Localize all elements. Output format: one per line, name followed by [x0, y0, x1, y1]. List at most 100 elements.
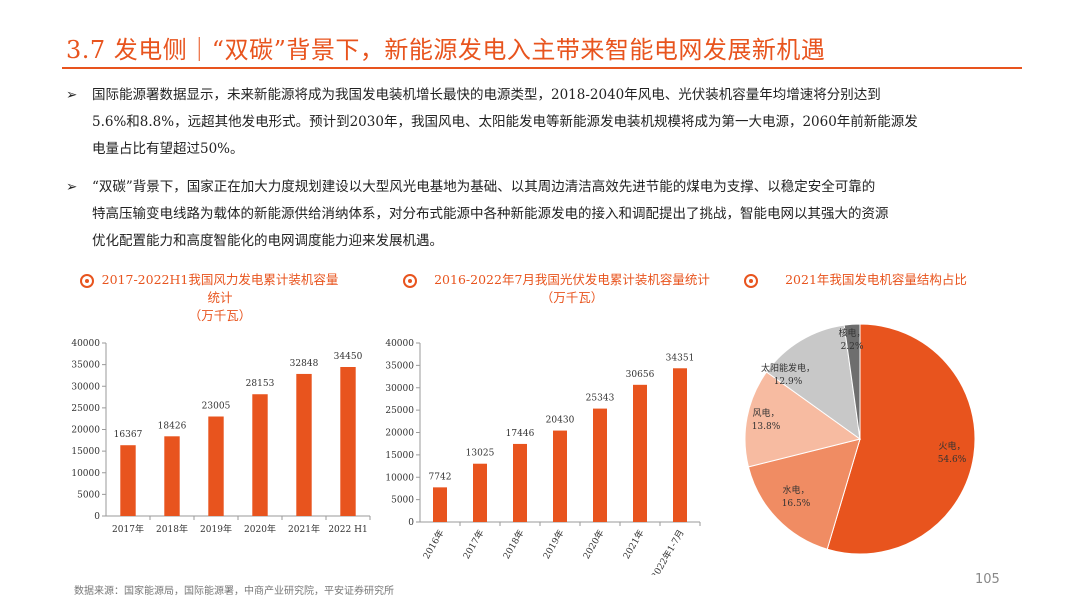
x-tick-label: 2017年: [112, 523, 144, 535]
y-tick-label: 15000: [385, 451, 414, 461]
x-tick-label: 2017年: [460, 528, 486, 562]
y-tick-label: 25000: [385, 406, 414, 416]
bullet-line: 5.6%和8.8%，远超其他发电形式。预计到2030年，我国风电、太阳能发电等新…: [92, 114, 918, 130]
target-icon: [403, 274, 417, 288]
x-tick-label: 2021年: [288, 523, 320, 535]
chart-unit: （万千瓦）: [540, 290, 604, 305]
bullet-text-1: 国际能源署数据显示，未来新能源将成为我国发电装机增长最快的电源类型，2018-2…: [92, 82, 1020, 163]
slice-name-label: 风电，: [752, 407, 779, 419]
slice-percent-label: 12.9%: [774, 377, 803, 387]
data-label: 20430: [546, 416, 575, 426]
bar: [164, 436, 180, 516]
data-label: 32848: [290, 359, 319, 369]
bullet-line: “双碳”背景下，国家正在加大力度规划建设以大型风光电基地为基础、以其周边清洁高效…: [92, 179, 876, 195]
y-tick-label: 5000: [391, 496, 414, 506]
chart-title-solar: 2016-2022年7月我国光伏发电累计装机容量统计 （万千瓦）: [422, 271, 722, 307]
data-label: 17446: [506, 429, 535, 439]
data-label: 25343: [586, 394, 615, 404]
bar: [473, 463, 487, 522]
title-underline: [62, 67, 1022, 69]
slice-name-label: 太阳能发电，: [761, 362, 815, 374]
arrow-bullet-icon: ➢: [66, 87, 78, 103]
bar: [208, 416, 224, 516]
pie-slice: [843, 323, 861, 440]
y-tick-label: 30000: [71, 382, 100, 392]
y-tick-label: 40000: [71, 339, 100, 349]
bullet-line: 国际能源署数据显示，未来新能源将成为我国发电装机增长最快的电源类型，2018-2…: [92, 87, 881, 103]
target-icon: [744, 274, 758, 288]
chart-title-text: 2021年我国发电机容量结构占比: [785, 272, 967, 287]
y-tick-label: 35000: [71, 361, 100, 371]
bar: [673, 368, 687, 522]
bar: [633, 384, 647, 522]
data-label: 16367: [114, 430, 143, 440]
slice-percent-label: 2.2%: [841, 342, 864, 352]
y-tick-label: 0: [408, 518, 414, 528]
chart-title-wind: 2017-2022H1我国风力发电累计装机容量统计 （万千瓦）: [100, 271, 340, 325]
data-source-note: 数据来源：国家能源局，国际能源署，中商产业研究院，平安证券研究所: [74, 586, 394, 597]
y-tick-label: 10000: [385, 473, 414, 483]
bar: [340, 367, 356, 516]
data-label: 23005: [202, 402, 231, 412]
x-tick-label: 2022年1-7月: [649, 528, 687, 576]
bar: [433, 487, 447, 522]
x-tick-label: 2021年: [620, 528, 646, 562]
slice-percent-label: 16.5%: [782, 499, 811, 509]
x-tick-label: 2018年: [500, 528, 526, 562]
bullet-line: 优化配置能力和高度智能化的电网调度能力迎来发展机遇。: [92, 233, 443, 249]
data-label: 7742: [429, 472, 452, 482]
x-tick-label: 2019年: [200, 523, 232, 535]
x-tick-label: 2020年: [244, 523, 276, 535]
bar: [296, 373, 312, 516]
bullet-text-2: “双碳”背景下，国家正在加大力度规划建设以大型风光电基地为基础、以其周边清洁高效…: [92, 174, 1020, 255]
pie-slice: [765, 324, 861, 441]
data-label: 30656: [626, 370, 655, 380]
target-icon: [80, 274, 94, 288]
chart-unit: （万千瓦）: [188, 308, 252, 323]
bar: [120, 445, 136, 516]
arrow-bullet-icon: ➢: [66, 179, 78, 195]
y-tick-label: 40000: [385, 339, 414, 349]
pie-slice: [826, 323, 976, 555]
data-label: 13025: [466, 449, 495, 459]
x-tick-label: 2022 H1: [328, 525, 367, 535]
y-tick-label: 20000: [385, 429, 414, 439]
generation-structure-pie-chart: 火电， 54.6% 水电， 16.5% 风电， 13.8% 太阳能发电， 12.9% 核电， 2.…: [744, 323, 976, 555]
data-label: 18426: [158, 421, 187, 431]
bar: [513, 443, 527, 522]
chart-title-text: 2017-2022H1我国风力发电累计装机容量统计: [101, 272, 339, 305]
y-tick-label: 10000: [71, 469, 100, 479]
page-number: 105: [975, 572, 1000, 587]
bullet-line: 电量占比有望超过50%。: [92, 141, 244, 157]
chart-title-pie: 2021年我国发电机容量结构占比: [766, 271, 986, 289]
slice-percent-label: 13.8%: [752, 422, 781, 432]
bar: [252, 394, 268, 516]
slice-percent-label: 54.6%: [938, 455, 967, 465]
pie-slice: [747, 438, 861, 550]
wind-capacity-bar-chart: 0 5000 10000 15000 20000 25000 30000 35000 40000…: [71, 339, 371, 535]
y-tick-label: 5000: [77, 490, 100, 500]
x-tick-label: 2016年: [420, 528, 446, 562]
bullet-line: 特高压输变电线路为载体的新能源供给消纳体系，对分布式能源中各种新能源发电的接入和…: [92, 206, 889, 222]
y-tick-label: 30000: [385, 384, 414, 394]
solar-capacity-bar-chart: 0 5000 10000 15000 20000 25000 30000 35000 40000…: [385, 339, 701, 576]
x-tick-label: 2019年: [540, 528, 566, 562]
slice-name-label: 核电，: [838, 327, 865, 339]
y-tick-label: 0: [94, 512, 100, 522]
y-tick-label: 35000: [385, 361, 414, 371]
bar: [593, 408, 607, 522]
data-label: 34450: [334, 352, 363, 362]
slice-name-label: 水电，: [782, 484, 809, 496]
bar: [553, 430, 567, 522]
page-title: 3.7 发电侧｜“双碳”背景下，新能源发电入主带来智能电网发展新机遇: [66, 36, 826, 64]
data-label: 34351: [666, 353, 695, 363]
data-label: 28153: [246, 379, 275, 389]
y-tick-label: 15000: [71, 447, 100, 457]
chart-title-text: 2016-2022年7月我国光伏发电累计装机容量统计: [434, 272, 710, 287]
slice-name-label: 火电，: [938, 440, 965, 452]
y-tick-label: 25000: [71, 404, 100, 414]
x-tick-label: 2020年: [580, 528, 606, 562]
y-tick-label: 20000: [71, 426, 100, 436]
pie-slice: [744, 371, 862, 468]
x-tick-label: 2018年: [156, 523, 188, 535]
